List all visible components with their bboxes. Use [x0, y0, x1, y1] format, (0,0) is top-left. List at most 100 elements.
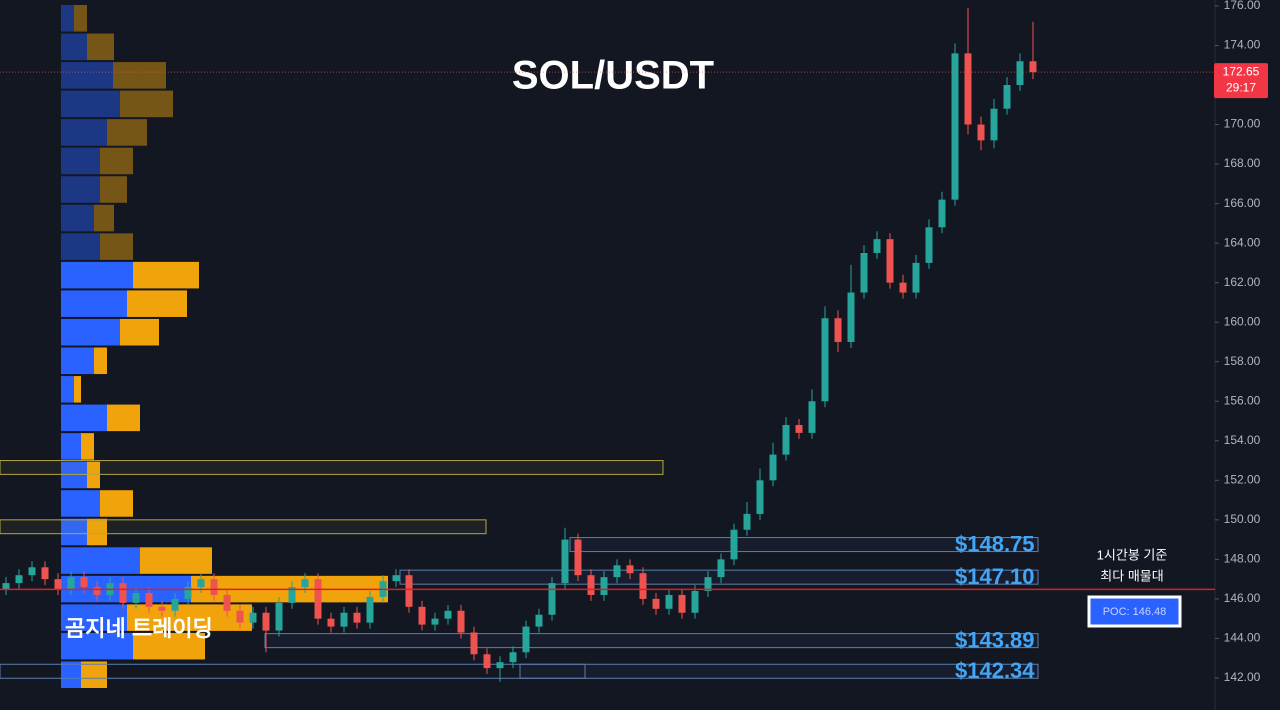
candle-body — [314, 579, 322, 619]
candle-body — [1003, 84, 1011, 109]
y-tick-label: 146.00 — [1224, 591, 1261, 605]
candle-body — [353, 612, 361, 623]
candle-body — [41, 567, 49, 580]
level-label: $143.89 — [955, 627, 1035, 652]
watermark: 곰지네 트레이딩 — [65, 616, 213, 641]
level-label: $147.10 — [955, 564, 1035, 589]
candle-body — [834, 318, 842, 342]
candle-body — [964, 53, 972, 125]
candle-body — [509, 652, 517, 663]
profile-buy — [61, 632, 133, 660]
candle-body — [977, 124, 985, 141]
profile-sell — [87, 33, 114, 61]
candle-body — [600, 577, 608, 595]
y-tick-label: 176.00 — [1224, 0, 1261, 12]
annotation: 1시간봉 기준 — [1097, 547, 1168, 562]
last-price-label: 172.65 — [1223, 64, 1260, 78]
candle-body — [132, 592, 140, 603]
candle-body — [184, 587, 192, 599]
y-tick-label: 170.00 — [1224, 117, 1261, 131]
level-label: $142.34 — [955, 658, 1035, 683]
candle-body — [782, 424, 790, 455]
profile-buy — [61, 661, 81, 688]
candle-body — [418, 606, 426, 625]
price-tag — [1214, 63, 1268, 99]
y-tick-label: 148.00 — [1224, 552, 1261, 566]
profile-sell — [133, 632, 205, 660]
candle-body — [301, 579, 309, 588]
candle-body — [899, 282, 907, 293]
poc-label: POC: 146.48 — [1103, 606, 1167, 618]
profile-sell — [87, 461, 100, 489]
candle-body — [951, 53, 959, 200]
profile-buy — [61, 490, 100, 517]
candle-body — [938, 199, 946, 228]
profile-sell — [127, 290, 187, 317]
candle-body — [743, 513, 751, 530]
candle-body — [808, 401, 816, 433]
profile-sell — [107, 119, 147, 146]
profile-buy — [61, 261, 133, 289]
candle-body — [470, 632, 478, 655]
candle-body — [15, 575, 23, 584]
candle-body — [1016, 61, 1024, 85]
candle-body — [80, 577, 88, 588]
zone — [0, 460, 664, 475]
candle-body — [158, 606, 166, 611]
candle-body — [1029, 61, 1037, 73]
y-tick-label: 156.00 — [1224, 393, 1261, 407]
candle-body — [236, 610, 244, 623]
profile-buy — [61, 204, 94, 232]
candle-body — [496, 662, 504, 669]
profile-sell — [94, 204, 114, 232]
profile-buy — [61, 461, 87, 489]
candle-body — [457, 610, 465, 633]
profile-sell — [120, 318, 159, 346]
y-tick-label: 144.00 — [1224, 631, 1261, 645]
candle-body — [626, 565, 634, 574]
candle-body — [223, 594, 231, 611]
level-box — [519, 663, 1039, 679]
poc-box — [1087, 595, 1182, 628]
candle-body — [717, 559, 725, 578]
profile-sell — [127, 604, 252, 631]
profile-sell — [100, 233, 133, 260]
candle-body — [327, 618, 335, 627]
y-tick-label: 158.00 — [1224, 354, 1261, 368]
candle-body — [587, 575, 595, 595]
candle-body — [704, 577, 712, 592]
profile-buy — [61, 604, 127, 631]
profile-sell — [120, 90, 173, 118]
profile-sell — [113, 62, 166, 89]
candle-body — [756, 480, 764, 514]
profile-sell — [100, 490, 133, 517]
candle-body — [873, 239, 881, 254]
candle-body — [795, 424, 803, 433]
y-tick-label: 154.00 — [1224, 433, 1261, 447]
candle-body — [119, 583, 127, 603]
y-tick-label: 166.00 — [1224, 196, 1261, 210]
candle-body — [847, 292, 855, 342]
zone — [0, 519, 487, 535]
y-tick-label: 142.00 — [1224, 670, 1261, 684]
candle-body — [769, 454, 777, 481]
candle-body — [561, 539, 569, 584]
level-box — [0, 663, 586, 679]
y-tick-label: 168.00 — [1224, 156, 1261, 170]
candle-body — [483, 654, 491, 669]
candle-body — [665, 594, 673, 609]
profile-buy — [61, 119, 107, 146]
candle-body — [288, 587, 296, 603]
candle-body — [613, 565, 621, 578]
profile-buy — [61, 90, 120, 118]
y-tick-label: 174.00 — [1224, 38, 1261, 52]
candle-body — [54, 579, 62, 590]
plot-area — [0, 7, 1039, 682]
profile-sell — [140, 547, 212, 574]
candle-body — [535, 614, 543, 627]
profile-buy — [61, 5, 74, 32]
candle-body — [275, 602, 283, 631]
candle-body — [444, 610, 452, 619]
candle-body — [639, 573, 647, 599]
